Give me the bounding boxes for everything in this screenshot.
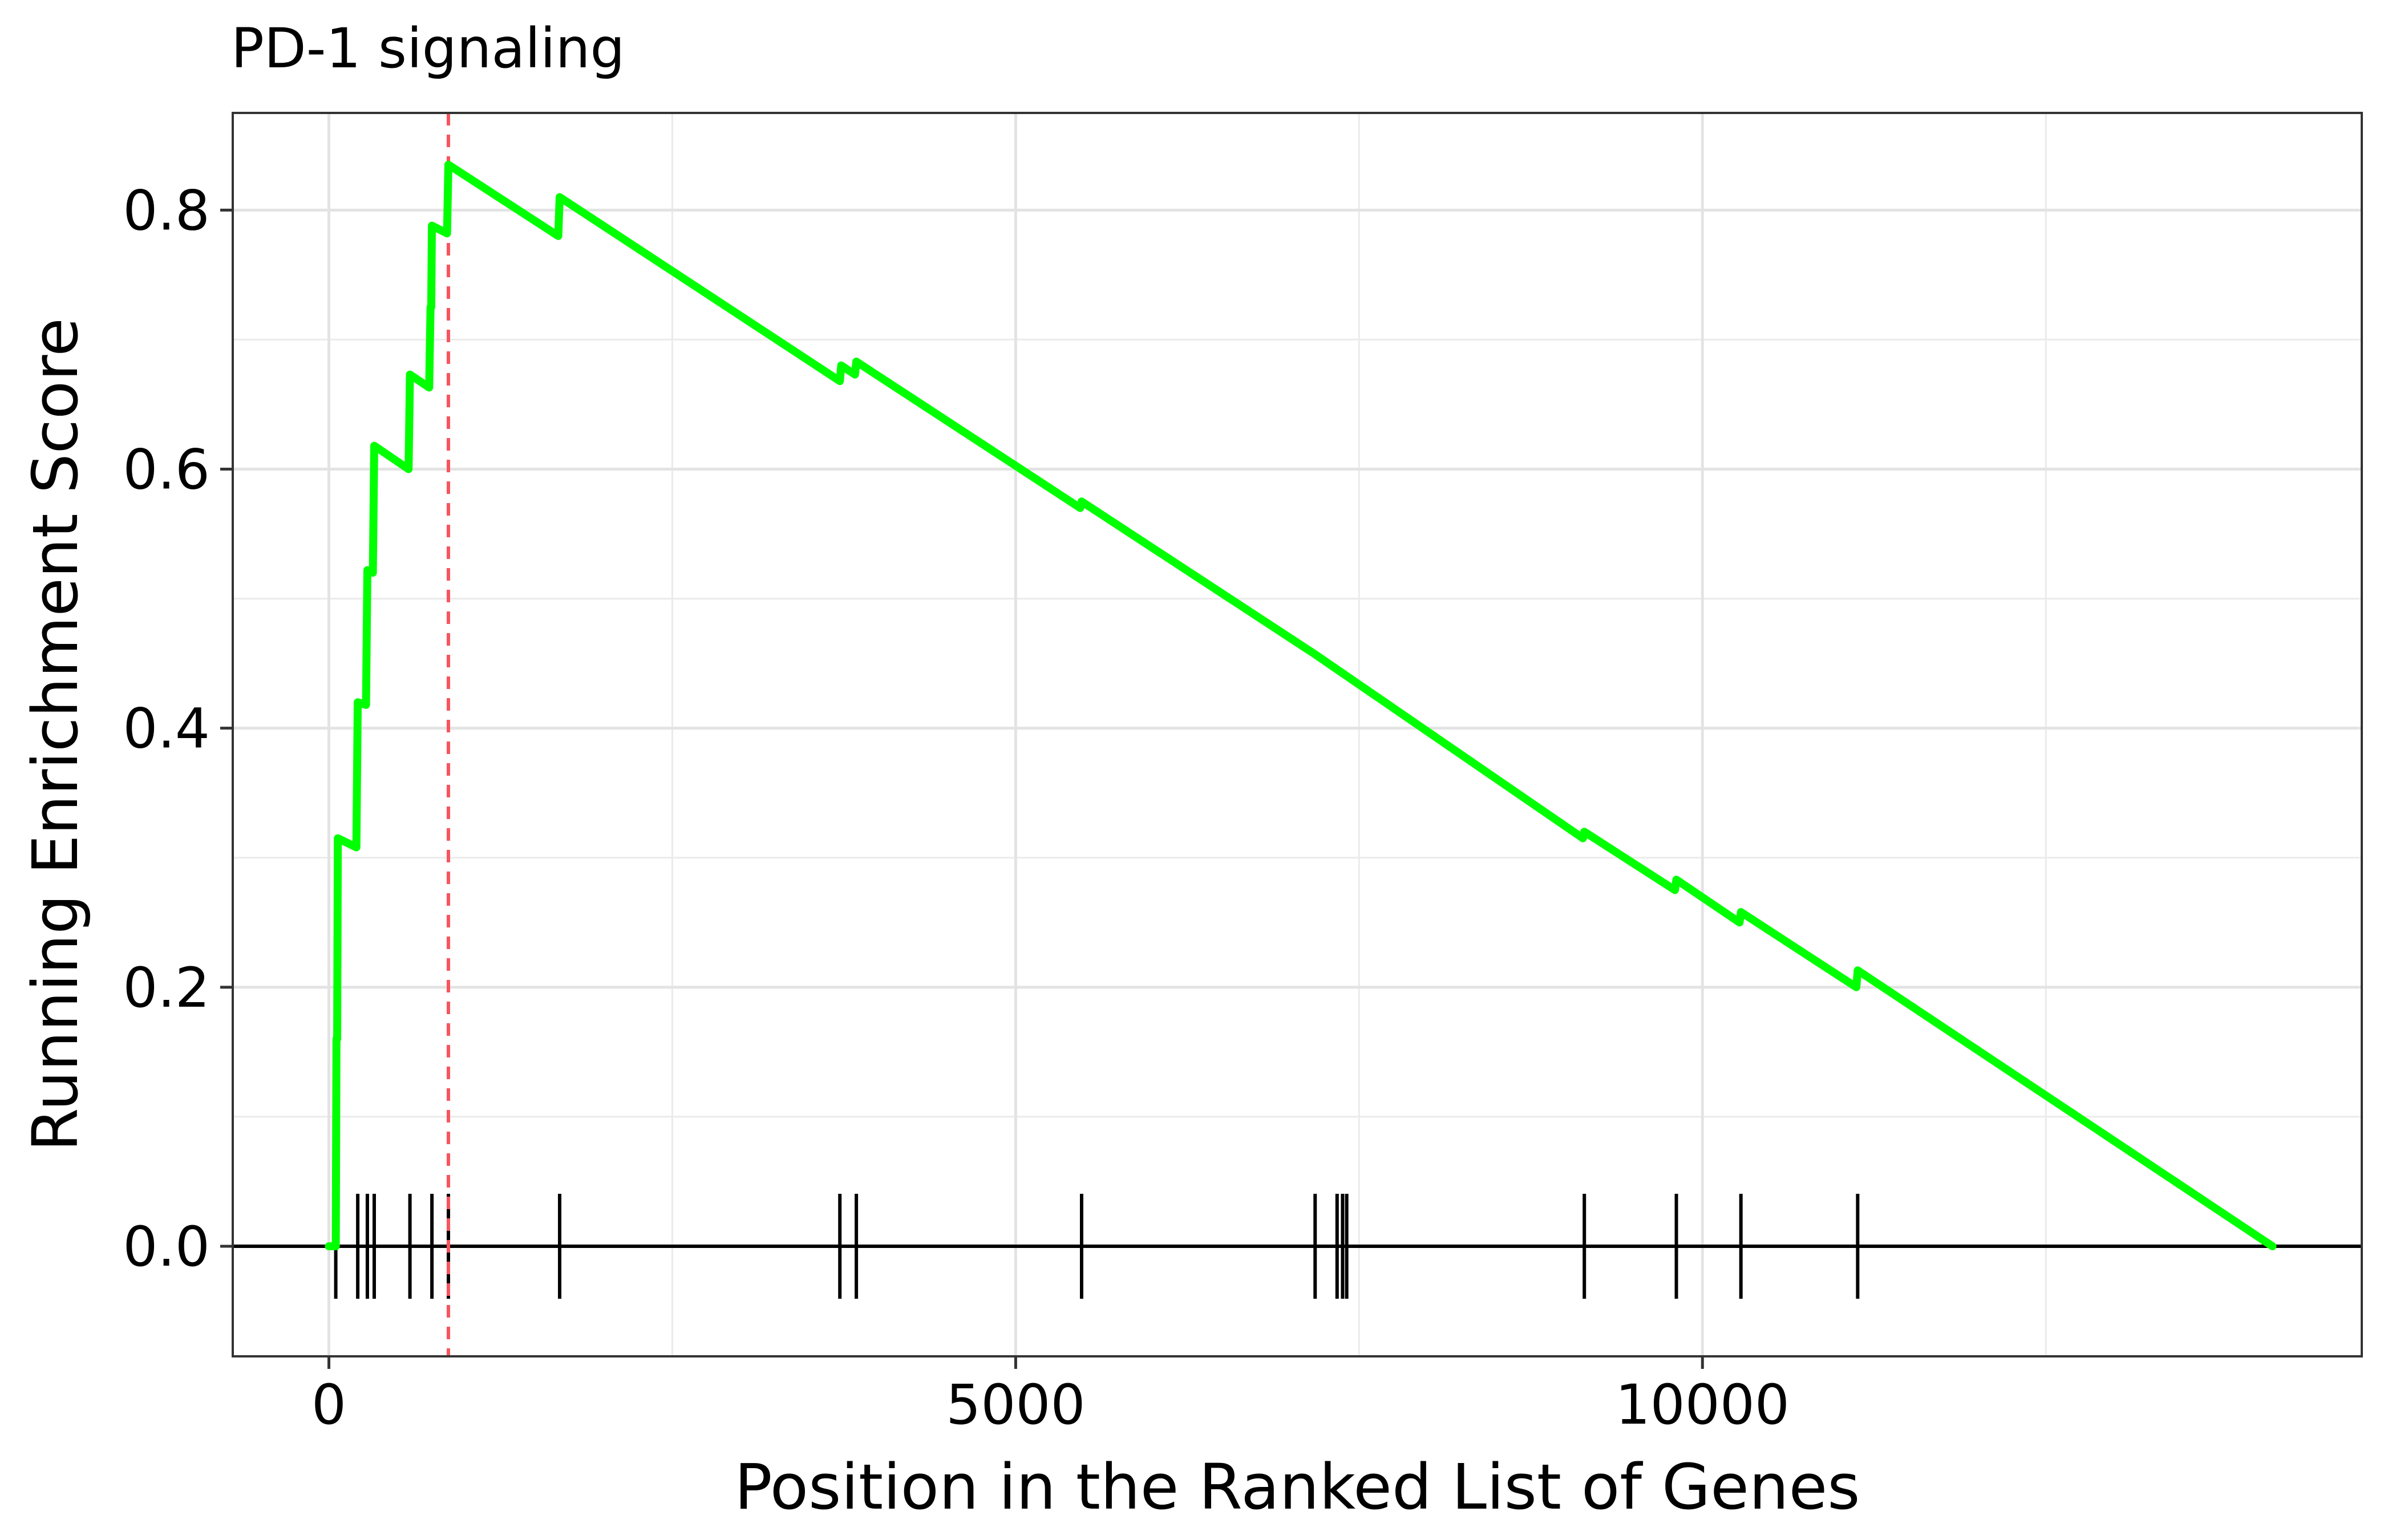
x-tick-label: 5000	[946, 1373, 1085, 1437]
plot-border	[232, 112, 2363, 1357]
x-axis-ticks: 0 5000 10000	[311, 1356, 1790, 1437]
plot-area	[232, 112, 2363, 1357]
plot-panel	[233, 113, 2362, 1356]
y-tick-label: 0.8	[123, 179, 210, 242]
x-axis-label: Position in the Ranked List of Genes	[734, 1450, 1860, 1523]
chart-title: PD-1 signaling	[231, 17, 625, 80]
y-tick-label: 0.6	[123, 437, 210, 501]
y-axis-label: Running Enrichment Score	[19, 318, 92, 1152]
y-axis-ticks: 0.0 0.2 0.4 0.6 0.8	[123, 179, 233, 1279]
minor-gridlines	[233, 113, 2362, 1356]
gene-hit-marks	[334, 1193, 1860, 1299]
y-tick-label: 0.0	[123, 1215, 210, 1279]
running-enrichment-line	[325, 160, 2277, 1250]
x-tick-label: 0	[311, 1373, 346, 1437]
y-tick-label: 0.4	[123, 697, 210, 761]
x-tick-label: 10000	[1616, 1373, 1790, 1437]
y-tick-label: 0.2	[123, 956, 210, 1020]
